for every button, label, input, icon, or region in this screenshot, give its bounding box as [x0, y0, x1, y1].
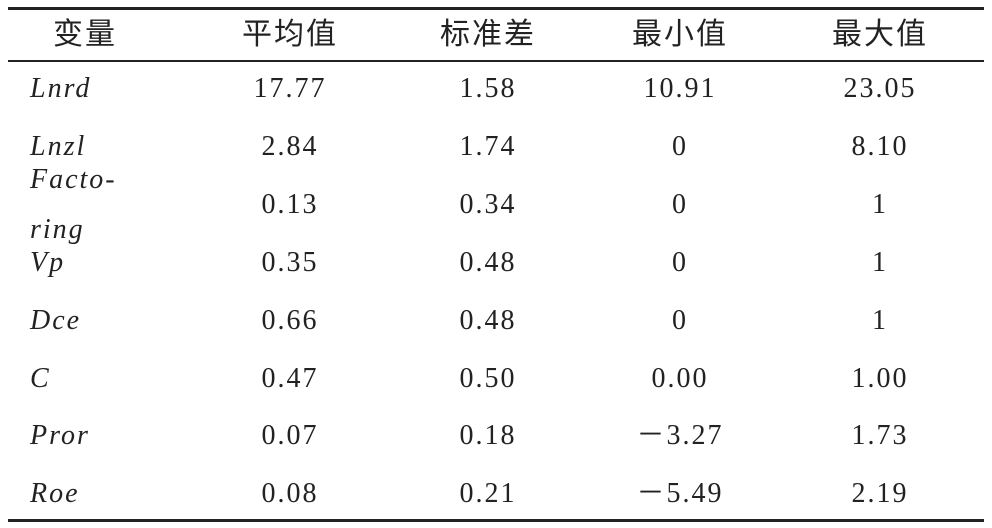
- value-cell: 0: [672, 246, 688, 278]
- value-cell: 0.48: [459, 304, 517, 336]
- value-cell: 0.00: [651, 362, 709, 394]
- variable-name: C: [30, 362, 51, 394]
- header-cell: 标准差: [440, 18, 536, 51]
- value-cell: －5.49: [636, 478, 724, 510]
- value-cell: 0.13: [261, 188, 319, 220]
- header-cell: 最大值: [832, 18, 928, 51]
- variable-name: Roe: [30, 478, 80, 510]
- bottom-rule: [8, 519, 984, 522]
- value-cell: 0.48: [459, 246, 517, 278]
- value-cell: 0.07: [261, 420, 319, 452]
- value-cell: 1.73: [851, 420, 909, 452]
- variable-name: Dce: [30, 304, 82, 336]
- value-cell: 0: [672, 188, 688, 220]
- value-cell: 0.21: [459, 478, 517, 510]
- variable-name: Facto- ring: [30, 163, 117, 245]
- value-cell: 1.00: [851, 362, 909, 394]
- value-cell: 2.84: [261, 130, 319, 162]
- value-cell: 1: [872, 304, 888, 336]
- value-cell: 23.05: [843, 73, 917, 104]
- header-cell: 变量: [53, 18, 117, 51]
- value-cell: 2.19: [851, 478, 909, 510]
- header-cell: 平均值: [242, 18, 338, 51]
- value-cell: 17.77: [253, 73, 327, 104]
- value-cell: 0.47: [261, 362, 319, 394]
- top-rule: [8, 7, 984, 10]
- value-cell: －3.27: [636, 420, 724, 452]
- value-cell: 0.08: [261, 478, 319, 510]
- variable-name: Lnzl: [30, 130, 87, 162]
- value-cell: 0.35: [261, 246, 319, 278]
- variable-name: Vp: [30, 246, 66, 278]
- value-cell: 1: [872, 246, 888, 278]
- variable-name: Pror: [30, 420, 90, 452]
- value-cell: 10.91: [643, 73, 717, 104]
- value-cell: 1: [872, 188, 888, 220]
- header-rule: [8, 60, 984, 62]
- variable-name: Lnrd: [30, 73, 92, 104]
- value-cell: 1.58: [459, 73, 517, 104]
- value-cell: 1.74: [459, 130, 517, 162]
- value-cell: 8.10: [851, 130, 909, 162]
- value-cell: 0.66: [261, 304, 319, 336]
- header-cell: 最小值: [632, 18, 728, 51]
- value-cell: 0: [672, 130, 688, 162]
- value-cell: 0: [672, 304, 688, 336]
- value-cell: 0.50: [459, 362, 517, 394]
- value-cell: 0.34: [459, 188, 517, 220]
- value-cell: 0.18: [459, 420, 517, 452]
